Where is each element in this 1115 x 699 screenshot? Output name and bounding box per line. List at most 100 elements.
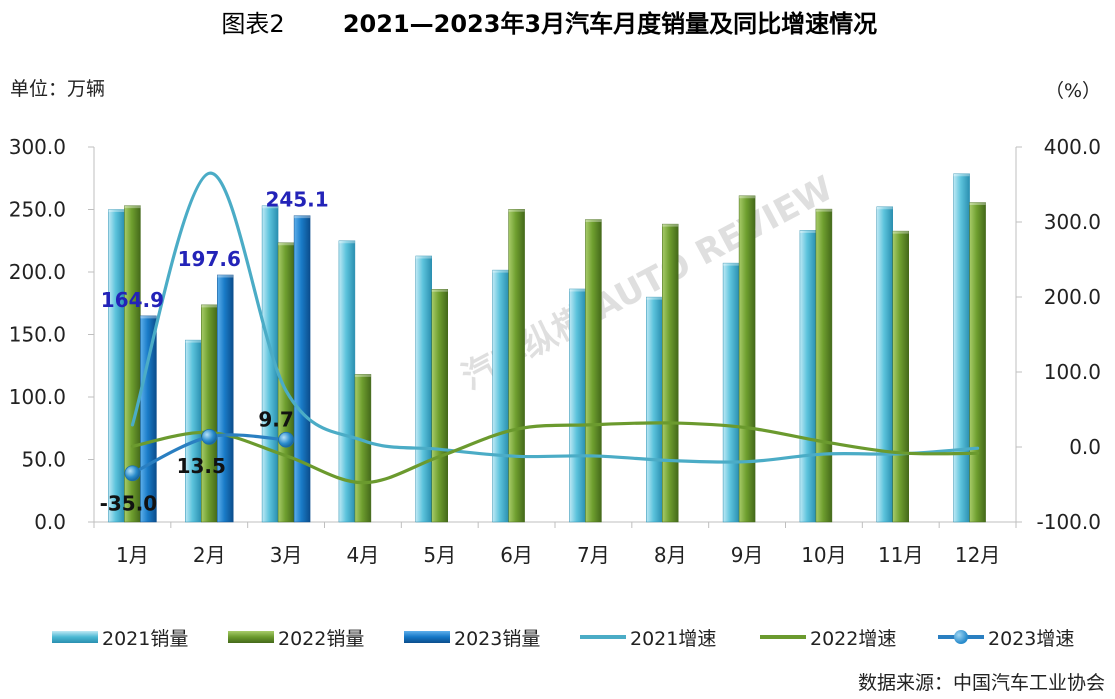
bar-2022-sales-cap (969, 202, 986, 205)
bar-2022-sales-cap (739, 195, 756, 199)
x-axis-category-label: 2月 (193, 543, 226, 567)
bar-2021-sales-cap (492, 270, 509, 273)
legend-label-2023-growth: 2023增速 (988, 627, 1075, 650)
right-axis-tick-label: 200.0 (1044, 285, 1101, 309)
bar-2021-sales (953, 173, 970, 523)
left-axis-tick-label: 300.0 (9, 135, 66, 159)
legend-swatch-2022-sales (228, 631, 274, 643)
bar-2021-sales (492, 269, 509, 523)
marker-2023-growth (278, 431, 294, 448)
data-label-2023-growth: -35.0 (100, 491, 158, 515)
bars (108, 173, 986, 523)
bar-2023-sales (293, 215, 311, 523)
bar-2022-sales (585, 219, 602, 523)
bar-2021-sales-cap (338, 240, 355, 244)
left-axis-tick-label: 100.0 (9, 385, 66, 409)
bar-2022-sales (815, 208, 833, 523)
bar-2022-sales-cap (662, 224, 679, 227)
bar-2022-sales-cap (201, 304, 218, 308)
bar-2022-sales (738, 195, 756, 523)
bar-2021-sales-cap (646, 297, 663, 300)
data-label-2023-sales: 197.6 (178, 247, 241, 271)
x-axis-category-label: 11月 (878, 543, 923, 567)
bar-2022-sales-cap (431, 289, 448, 292)
x-axis-category-label: 1月 (116, 543, 149, 567)
left-axis-tick-label: 150.0 (9, 323, 66, 347)
right-axis-tick-label: 300.0 (1044, 210, 1101, 234)
bar-2021-sales-cap (723, 263, 740, 266)
bar-2022-sales-cap (124, 205, 141, 209)
x-axis-category-label: 7月 (577, 543, 610, 567)
legend-item-2022-growth: 2022增速 (760, 620, 896, 654)
bar-2021-sales-cap (262, 205, 279, 209)
bar-2022-sales (431, 289, 448, 523)
legend-swatch-2023-growth (938, 630, 984, 644)
bar-2023-sales-cap (140, 315, 157, 319)
left-axis-tick-label: 50.0 (21, 448, 66, 472)
x-axis-category-label: 4月 (347, 543, 380, 567)
x-axis-category-label: 3月 (270, 543, 303, 567)
bar-2021-sales-cap (799, 230, 816, 233)
bar-2021-sales-cap (108, 209, 125, 212)
bar-2022-sales-cap (354, 374, 371, 377)
legend-swatch-2023-sales (404, 631, 450, 643)
legend-swatch-2022-growth (760, 635, 806, 639)
bar-2023-sales-cap (217, 275, 234, 278)
bar-2021-sales (569, 288, 586, 523)
data-label-2023-growth: 13.5 (177, 454, 226, 478)
legend-item-2021-sales: 2021销量 (52, 620, 188, 654)
chart-title: 2021—2023年3月汽车月度销量及同比增速情况 (343, 10, 877, 38)
left-axis-unit: 单位：万辆 (10, 78, 106, 100)
legend-label-2023-sales: 2023销量 (454, 627, 541, 650)
legend-swatch-2021-growth (580, 635, 626, 639)
data-label-2023-sales: 245.1 (265, 188, 328, 212)
right-axis-tick-label: 0.0 (1069, 435, 1101, 459)
legend-label-2022-sales: 2022销量 (278, 627, 365, 650)
x-axis-category-label: 9月 (731, 543, 764, 567)
x-axis-category-label: 12月 (955, 543, 1000, 567)
bar-2021-sales-cap (953, 173, 970, 177)
bar-2022-sales-cap (585, 219, 602, 222)
marker-2023-growth (201, 428, 218, 445)
bar-2021-sales (646, 296, 663, 523)
bar-2021-sales (722, 262, 740, 523)
right-axis-tick-label: 400.0 (1044, 135, 1101, 159)
data-label-2023-growth: 9.7 (258, 408, 293, 432)
legend-item-2021-growth: 2021增速 (580, 620, 716, 654)
chart-title-prefix: 图表2 (221, 10, 284, 38)
bar-2021-sales (876, 206, 893, 523)
bar-2022-sales (508, 209, 525, 523)
right-axis-tick-label: -100.0 (1037, 510, 1101, 534)
bar-2022-sales (201, 304, 218, 523)
x-axis-category-label: 8月 (654, 543, 687, 567)
bar-2023-sales (217, 274, 234, 523)
bar-2022-sales (354, 374, 372, 523)
bar-2023-sales-cap (294, 215, 311, 219)
bar-2021-sales-cap (185, 340, 202, 343)
bar-2022-sales-cap (508, 209, 525, 212)
line-2021-growth (130, 171, 980, 464)
right-axis-tick-label: 100.0 (1044, 360, 1101, 384)
bar-2022-sales-cap (892, 231, 909, 234)
axes: 0.0 50.0 100.0 150.0 200.0 250.0 300.0 -100.0 0.… (9, 135, 1101, 567)
legend-item-2023-sales: 2023销量 (404, 620, 540, 654)
bar-2021-sales (108, 209, 125, 523)
legend: 2021销量 2022销量 2023销量 2021增速 2022增速 2023增… (52, 620, 1112, 654)
x-axis-category-label: 6月 (500, 543, 533, 567)
bar-2021-sales-cap (415, 256, 432, 259)
legend-item-2023-growth: 2023增速 (938, 620, 1074, 654)
legend-label-2022-growth: 2022增速 (810, 627, 897, 650)
data-labels: 164.9 197.6 245.1 -35.0 13.5 9.7 (100, 188, 329, 516)
legend-label-2021-sales: 2021销量 (102, 627, 189, 650)
legend-swatch-2021-sales (52, 631, 98, 643)
lines (124, 171, 980, 485)
bar-2023-sales (140, 315, 157, 523)
bar-2021-sales-cap (876, 206, 893, 210)
right-axis-unit: （%） (1044, 80, 1101, 102)
left-axis-tick-label: 0.0 (34, 510, 66, 534)
bar-2022-sales (969, 202, 986, 523)
bar-2021-sales-cap (569, 289, 586, 292)
data-label-2023-sales: 164.9 (101, 288, 164, 312)
marker-2023-growth (124, 465, 141, 482)
